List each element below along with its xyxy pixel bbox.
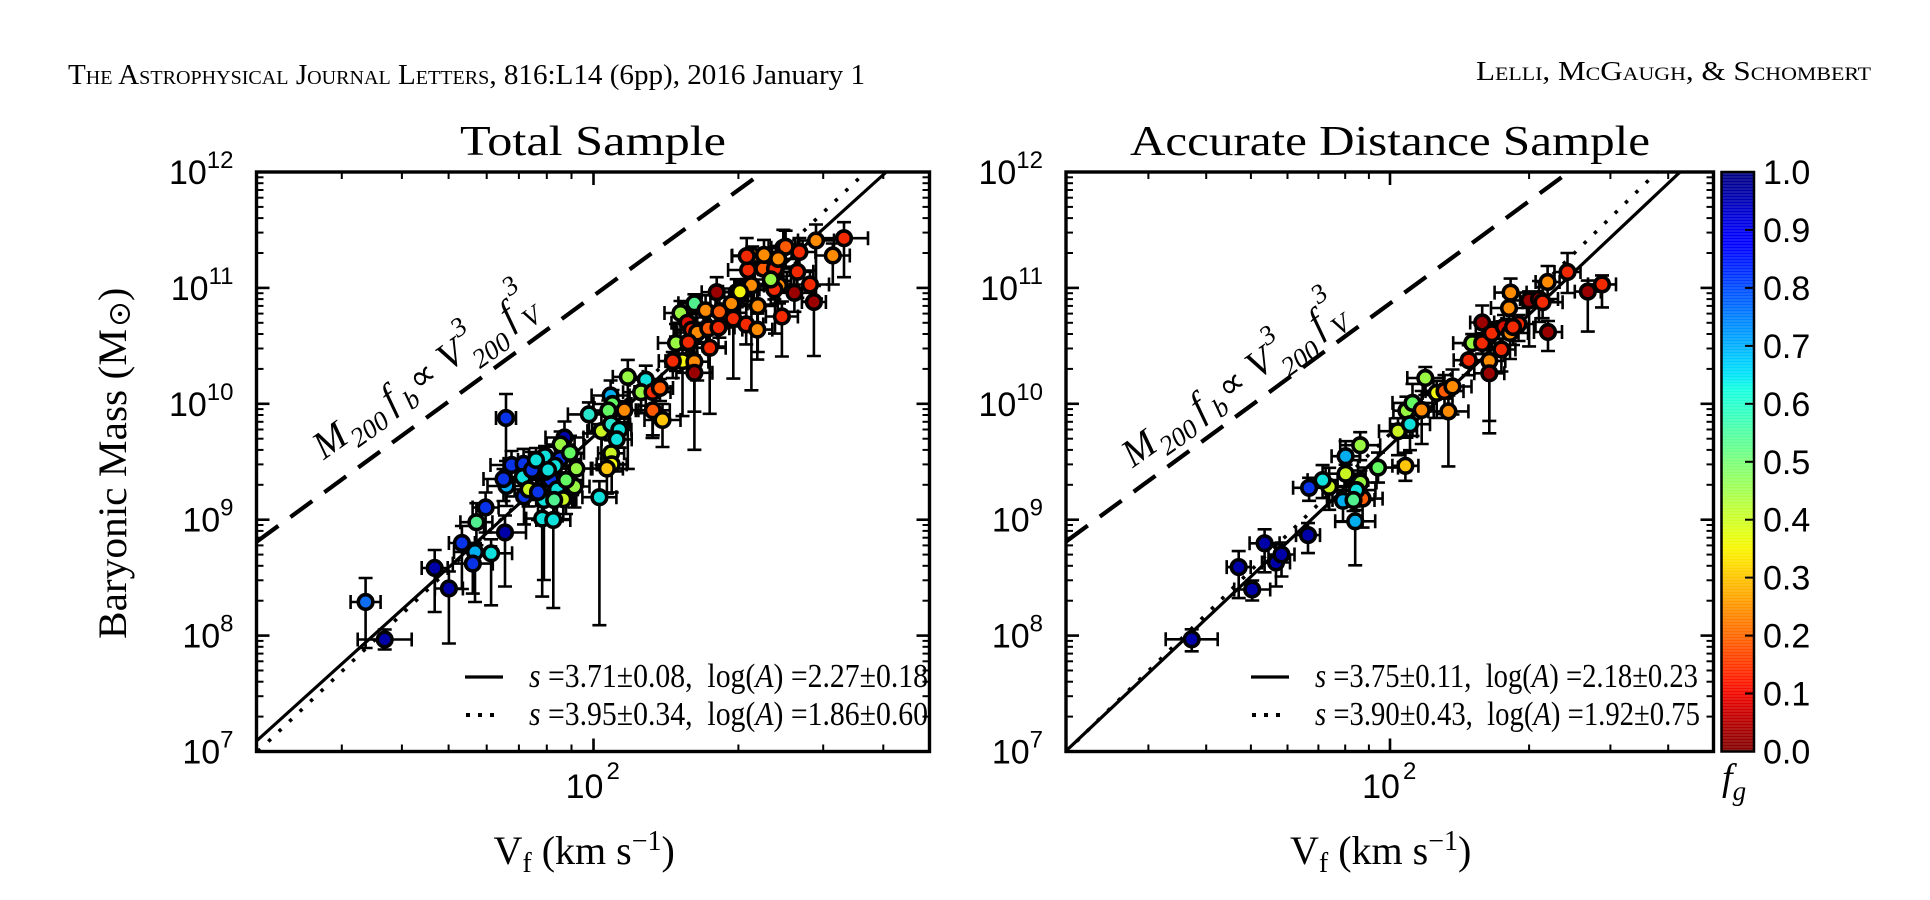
svg-text:2: 2 (1403, 758, 1416, 785)
svg-text:0.2: 0.2 (1763, 618, 1810, 656)
svg-text:0.1: 0.1 (1763, 676, 1810, 714)
svg-text:s =3.75±0.11, log(A) =2.18±0.: s =3.75±0.11, log(A) =2.18±0.23 (1315, 658, 1698, 695)
svg-text:The Astrophysical Journal Lett: The Astrophysical Journal Letters, 816:L… (68, 59, 865, 91)
svg-text:s =3.71±0.08, log(A) =2.27±0.: s =3.71±0.08, log(A) =2.27±0.18 (529, 658, 928, 695)
svg-text:2: 2 (607, 758, 620, 785)
svg-text:Total Sample: Total Sample (460, 119, 726, 165)
svg-text:Lelli, McGaugh, & Schombert: Lelli, McGaugh, & Schombert (1476, 56, 1871, 86)
svg-text:1012: 1012 (169, 147, 234, 192)
svg-text:0.7: 0.7 (1763, 328, 1810, 366)
svg-text:1.0: 1.0 (1763, 154, 1810, 192)
svg-text:0.9: 0.9 (1763, 212, 1810, 250)
svg-text:10: 10 (1362, 768, 1400, 806)
svg-text:109: 109 (182, 495, 233, 540)
svg-text:108: 108 (182, 611, 233, 656)
svg-text:0.8: 0.8 (1763, 270, 1810, 308)
svg-text:0.4: 0.4 (1763, 502, 1810, 540)
svg-text:s =3.95±0.34, log(A) =1.86±0.: s =3.95±0.34, log(A) =1.86±0.60 (529, 696, 928, 733)
svg-text:0.0: 0.0 (1763, 734, 1810, 772)
svg-text:0.3: 0.3 (1763, 560, 1810, 598)
svg-text:): ) (90, 288, 135, 301)
svg-text:s =3.90±0.43, log(A) =1.92±0.: s =3.90±0.43, log(A) =1.92±0.75 (1315, 696, 1700, 733)
svg-text:0.5: 0.5 (1763, 444, 1810, 482)
svg-text:0.6: 0.6 (1763, 386, 1810, 424)
svg-text:Baryonic Mass (M: Baryonic Mass (M (90, 329, 135, 639)
svg-text:10: 10 (566, 768, 604, 806)
svg-text:Accurate Distance Sample: Accurate Distance Sample (1130, 119, 1650, 165)
